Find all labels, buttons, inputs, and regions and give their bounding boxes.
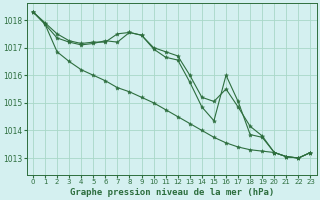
X-axis label: Graphe pression niveau de la mer (hPa): Graphe pression niveau de la mer (hPa) xyxy=(69,188,274,197)
